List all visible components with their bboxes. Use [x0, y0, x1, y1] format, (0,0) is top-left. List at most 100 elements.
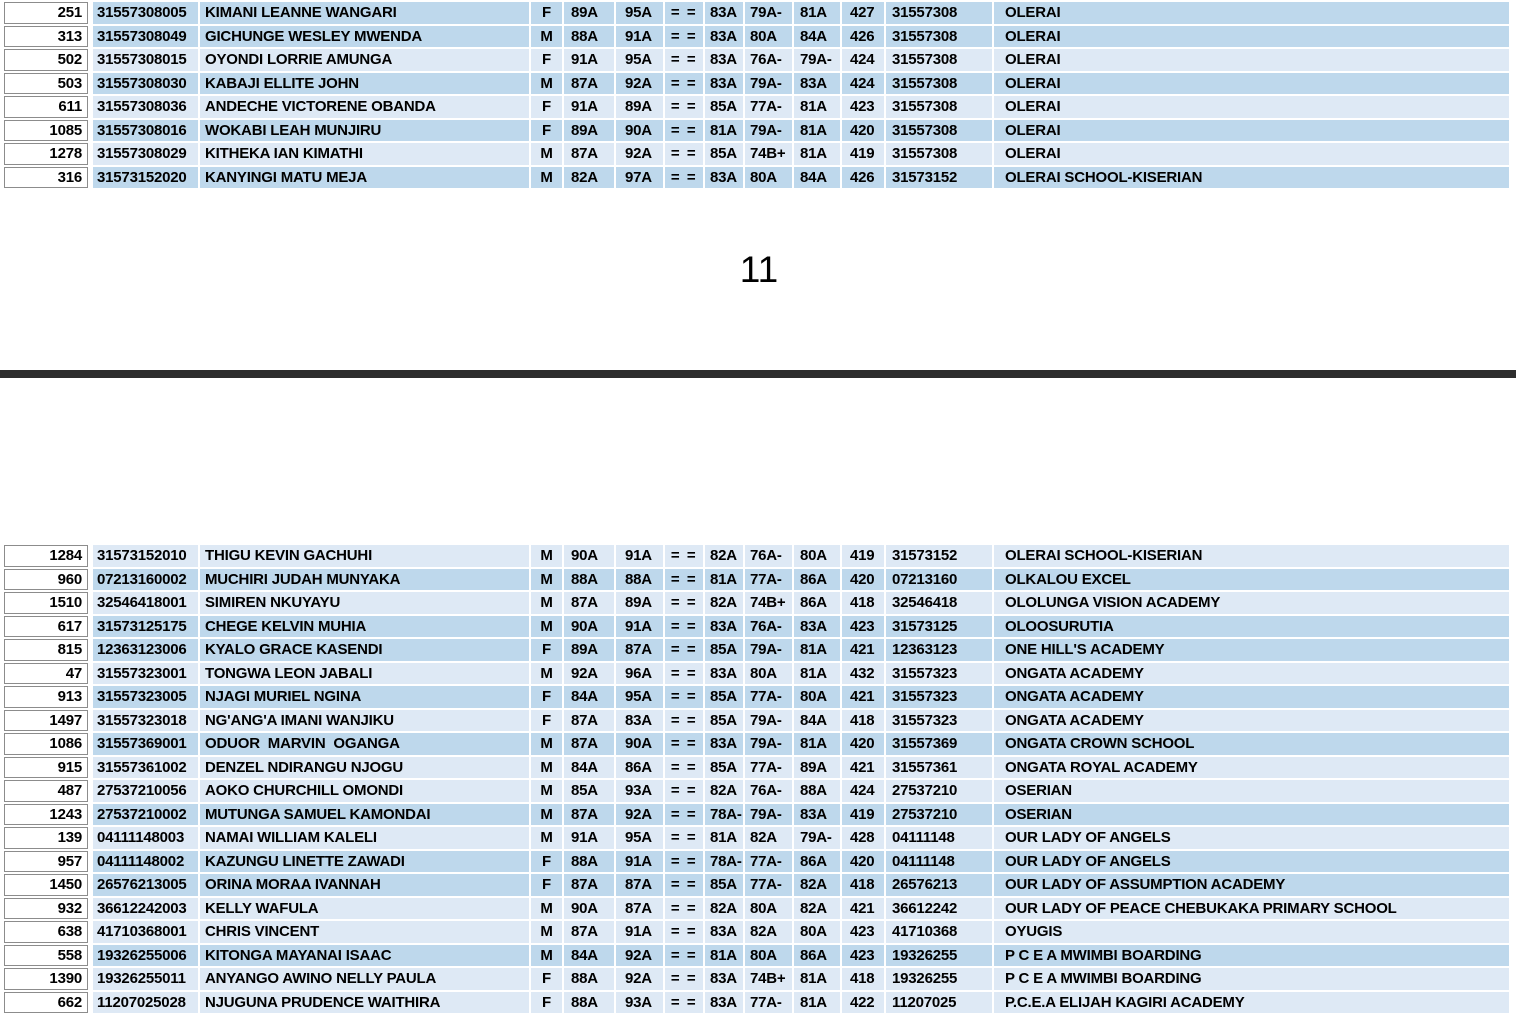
- gender-cell: M: [531, 803, 562, 825]
- masked-score-cell: = =: [665, 545, 703, 567]
- index-number-cell: 31573152020: [93, 166, 198, 188]
- candidate-name-cell: CHRIS VINCENT: [200, 921, 529, 943]
- score-3-cell: 81A: [705, 827, 743, 849]
- score-2-cell: 87A: [616, 874, 663, 896]
- score-4-cell: 76A-: [745, 49, 792, 71]
- score-2-cell: 97A: [616, 166, 663, 188]
- gender-cell: F: [531, 639, 562, 661]
- score-5-cell: 83A: [794, 803, 840, 825]
- score-2-cell: 87A: [616, 639, 663, 661]
- school-name-cell: OLERAI: [994, 72, 1509, 94]
- rank-cell: 960: [4, 568, 88, 590]
- table-row: 502 31557308015 OYONDI LORRIE AMUNGA F 9…: [4, 49, 1509, 71]
- table-row: 47 31557323001 TONGWA LEON JABALI M 92A …: [4, 662, 1509, 684]
- rank-cell: 913: [4, 686, 88, 708]
- score-4-cell: 74B+: [745, 968, 792, 990]
- masked-score-cell: = =: [665, 592, 703, 614]
- score-1-cell: 84A: [564, 686, 614, 708]
- school-name-cell: OYUGIS: [994, 921, 1509, 943]
- school-name-cell: OUR LADY OF ASSUMPTION ACADEMY: [994, 874, 1509, 896]
- table-row: 815 12363123006 KYALO GRACE KASENDI F 89…: [4, 639, 1509, 661]
- gender-cell: M: [531, 921, 562, 943]
- school-name-cell: OLOLUNGA VISION ACADEMY: [994, 592, 1509, 614]
- score-5-cell: 81A: [794, 639, 840, 661]
- masked-score-cell: = =: [665, 96, 703, 118]
- rank-cell: 503: [4, 72, 88, 94]
- score-2-cell: 91A: [616, 921, 663, 943]
- score-2-cell: 89A: [616, 592, 663, 614]
- rank-cell: 611: [4, 96, 88, 118]
- score-5-cell: 84A: [794, 709, 840, 731]
- school-name-cell: OLERAI SCHOOL-KISERIAN: [994, 166, 1509, 188]
- school-code-cell: 31573152: [886, 545, 992, 567]
- rank-cell: 1284: [4, 545, 88, 567]
- table-row: 1284 31573152010 THIGU KEVIN GACHUHI M 9…: [4, 545, 1509, 567]
- rank-cell: 47: [4, 662, 88, 684]
- school-name-cell: ONE HILL'S ACADEMY: [994, 639, 1509, 661]
- score-1-cell: 89A: [564, 119, 614, 141]
- score-4-cell: 79A-: [745, 709, 792, 731]
- score-1-cell: 85A: [564, 780, 614, 802]
- score-4-cell: 79A-: [745, 733, 792, 755]
- gender-cell: M: [531, 568, 562, 590]
- top-table: 251 31557308005 KIMANI LEANNE WANGARI F …: [4, 2, 1509, 190]
- total-marks-cell: 423: [842, 921, 884, 943]
- table-row: 1243 27537210002 MUTUNGA SAMUEL KAMONDAI…: [4, 803, 1509, 825]
- rank-cell: 316: [4, 166, 88, 188]
- table-row: 957 04111148002 KAZUNGU LINETTE ZAWADI F…: [4, 850, 1509, 872]
- index-number-cell: 31557308005: [93, 2, 198, 24]
- total-marks-cell: 421: [842, 897, 884, 919]
- masked-score-cell: = =: [665, 827, 703, 849]
- bottom-table: 1284 31573152010 THIGU KEVIN GACHUHI M 9…: [4, 545, 1509, 1015]
- total-marks-cell: 427: [842, 2, 884, 24]
- score-2-cell: 96A: [616, 662, 663, 684]
- score-5-cell: 86A: [794, 944, 840, 966]
- index-number-cell: 31557323001: [93, 662, 198, 684]
- rank-cell: 558: [4, 944, 88, 966]
- gender-cell: M: [531, 72, 562, 94]
- score-2-cell: 92A: [616, 143, 663, 165]
- score-1-cell: 88A: [564, 25, 614, 47]
- masked-score-cell: = =: [665, 780, 703, 802]
- score-4-cell: 80A: [745, 897, 792, 919]
- total-marks-cell: 418: [842, 592, 884, 614]
- score-3-cell: 85A: [705, 756, 743, 778]
- score-5-cell: 81A: [794, 968, 840, 990]
- candidate-name-cell: CHEGE KELVIN MUHIA: [200, 615, 529, 637]
- score-2-cell: 95A: [616, 2, 663, 24]
- index-number-cell: 19326255006: [93, 944, 198, 966]
- school-name-cell: OLERAI: [994, 119, 1509, 141]
- school-code-cell: 31557323: [886, 662, 992, 684]
- school-name-cell: ONGATA ROYAL ACADEMY: [994, 756, 1509, 778]
- school-code-cell: 31557308: [886, 143, 992, 165]
- masked-score-cell: = =: [665, 897, 703, 919]
- score-5-cell: 80A: [794, 545, 840, 567]
- index-number-cell: 31573125175: [93, 615, 198, 637]
- score-3-cell: 83A: [705, 615, 743, 637]
- school-code-cell: 19326255: [886, 944, 992, 966]
- score-1-cell: 91A: [564, 49, 614, 71]
- gender-cell: M: [531, 733, 562, 755]
- school-code-cell: 27537210: [886, 803, 992, 825]
- score-4-cell: 76A-: [745, 615, 792, 637]
- table-row: 558 19326255006 KITONGA MAYANAI ISAAC M …: [4, 944, 1509, 966]
- score-3-cell: 83A: [705, 166, 743, 188]
- rank-cell: 1497: [4, 709, 88, 731]
- school-code-cell: 19326255: [886, 968, 992, 990]
- school-code-cell: 31557323: [886, 709, 992, 731]
- score-1-cell: 91A: [564, 96, 614, 118]
- school-code-cell: 31557323: [886, 686, 992, 708]
- score-2-cell: 88A: [616, 568, 663, 590]
- score-1-cell: 87A: [564, 874, 614, 896]
- masked-score-cell: = =: [665, 686, 703, 708]
- gender-cell: F: [531, 850, 562, 872]
- score-4-cell: 76A-: [745, 545, 792, 567]
- score-2-cell: 87A: [616, 897, 663, 919]
- candidate-name-cell: KAZUNGU LINETTE ZAWADI: [200, 850, 529, 872]
- masked-score-cell: = =: [665, 49, 703, 71]
- score-1-cell: 88A: [564, 991, 614, 1013]
- score-3-cell: 83A: [705, 968, 743, 990]
- score-2-cell: 90A: [616, 733, 663, 755]
- school-name-cell: OLERAI: [994, 2, 1509, 24]
- score-1-cell: 92A: [564, 662, 614, 684]
